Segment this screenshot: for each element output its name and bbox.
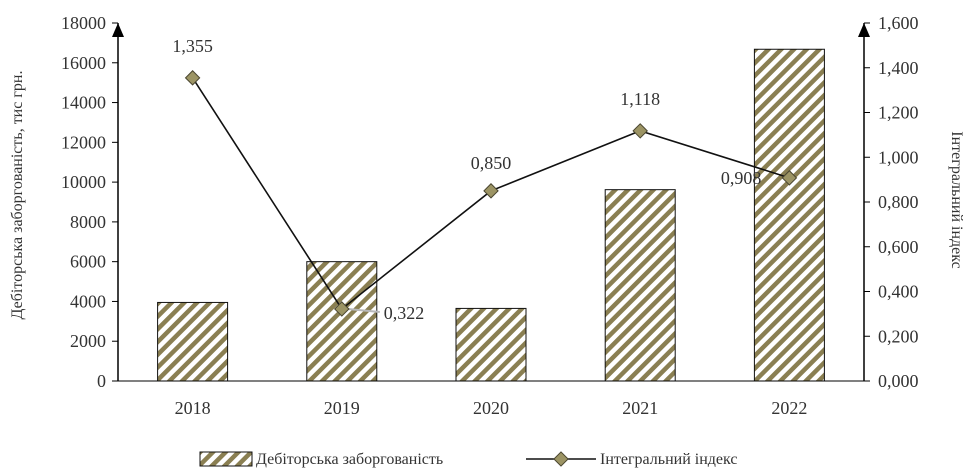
bar-2018 bbox=[157, 301, 229, 382]
y-tick-label: 14000 bbox=[61, 93, 106, 113]
y-axis-arrow-icon bbox=[112, 23, 124, 37]
data-label-2021: 1,118 bbox=[620, 89, 660, 109]
y-tick-label: 18000 bbox=[61, 13, 106, 33]
y-tick-label: 6000 bbox=[70, 252, 106, 272]
legend-label-bar: Дебіторська заборгованість bbox=[256, 451, 443, 468]
marker-2018 bbox=[184, 70, 201, 86]
legend-marker-icon bbox=[553, 451, 569, 467]
y2-tick-label: 0,600 bbox=[878, 237, 919, 257]
bar-2021 bbox=[604, 189, 676, 382]
marker-2020 bbox=[483, 183, 499, 199]
y-tick-label: 10000 bbox=[61, 172, 106, 192]
y2-tick-label: 1,400 bbox=[878, 58, 919, 78]
x-tick-label: 2019 bbox=[324, 398, 360, 418]
bars-layer bbox=[157, 48, 825, 382]
y2-axis-arrow-icon bbox=[858, 23, 870, 37]
x-tick-label: 2018 bbox=[175, 398, 211, 418]
bar-2020 bbox=[455, 307, 527, 382]
y-tick-label: 12000 bbox=[61, 132, 106, 152]
x-tick-label: 2020 bbox=[473, 398, 509, 418]
data-label-2022: 0,908 bbox=[721, 168, 762, 188]
marker-2022 bbox=[781, 170, 798, 186]
axes: 0 2000 4000 6000 8000 10000 12000 14000 16000 180… bbox=[61, 13, 919, 418]
y2-tick-label: 0,200 bbox=[878, 326, 919, 346]
bar-2022 bbox=[753, 48, 825, 382]
y-tick-label: 8000 bbox=[70, 212, 106, 232]
y-axis-title: Дебіторська заборгованість, тис грн. bbox=[9, 71, 26, 320]
legend-swatch-bar bbox=[199, 451, 253, 467]
y2-axis-title: Інтегральний індекс bbox=[948, 131, 965, 268]
legend: Дебіторська заборгованість Інтегральний … bbox=[199, 451, 737, 468]
y2-tick-label: 0,000 bbox=[878, 371, 919, 391]
line-layer: 1,355 0,322 0,850 1,118 0,908 bbox=[172, 36, 798, 323]
y-tick-label: 16000 bbox=[61, 53, 106, 73]
data-label-2020: 0,850 bbox=[471, 153, 512, 173]
y2-tick-label: 1,000 bbox=[878, 147, 919, 167]
y2-tick-label: 1,600 bbox=[878, 13, 919, 33]
x-tick-label: 2021 bbox=[622, 398, 658, 418]
y-tick-label: 2000 bbox=[70, 331, 106, 351]
x-tick-label: 2022 bbox=[771, 398, 807, 418]
marker-2021 bbox=[632, 123, 648, 139]
y2-tick-label: 1,200 bbox=[878, 103, 919, 123]
marker-2019 bbox=[334, 301, 350, 317]
legend-label-line: Інтегральний індекс bbox=[600, 451, 737, 468]
y2-tick-label: 0,400 bbox=[878, 282, 919, 302]
label-leader-line bbox=[347, 307, 380, 313]
y2-tick-label: 0,800 bbox=[878, 192, 919, 212]
bar-2019 bbox=[306, 261, 378, 382]
data-label-2019: 0,322 bbox=[384, 303, 425, 323]
y-tick-label: 0 bbox=[97, 371, 106, 391]
y-tick-label: 4000 bbox=[70, 291, 106, 311]
data-label-2018: 1,355 bbox=[172, 36, 213, 56]
